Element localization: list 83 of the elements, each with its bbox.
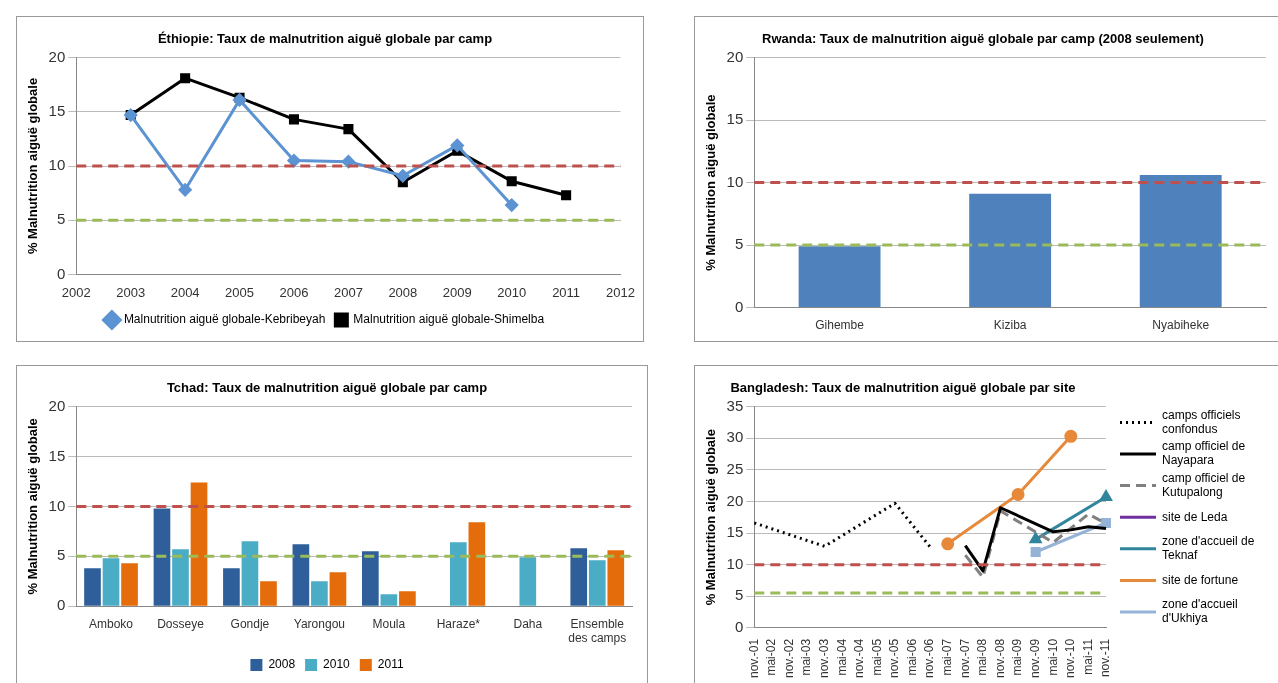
x-tick-label: nov.-07 xyxy=(957,638,972,679)
chart-title: Éthiopie: Taux de malnutrition aiguë globale par camp xyxy=(157,31,493,47)
x-tick-label: mai-07 xyxy=(940,638,955,676)
x-tick-label: mai-04 xyxy=(834,638,849,676)
x-tick-label: Dosseye xyxy=(157,616,205,631)
x-tick-label: 2007 xyxy=(333,284,363,300)
chart-title: Rwanda: Taux de malnutrition aiguë globale par camp (2008 seulement) xyxy=(762,31,1204,47)
x-tick-label: 2008 xyxy=(388,284,418,300)
x-tick-label: Nyabiheke xyxy=(1152,318,1210,333)
y-tick-label: 10 xyxy=(726,554,744,572)
y-axis-title: % Malnutrition aiguë globale xyxy=(703,429,719,606)
x-tick-label: 2003 xyxy=(116,284,146,300)
x-tick-label: Ensemble des camps xyxy=(568,616,627,646)
x-tick-label: 2006 xyxy=(279,284,309,300)
x-tick-label: nov.-06 xyxy=(922,638,937,679)
x-tick-label: mai-03 xyxy=(799,638,814,676)
y-tick-label: 20 xyxy=(726,491,744,509)
y-axis-title: % Malnutrition aiguë globale xyxy=(25,418,41,595)
legend-label: zone d'accueil de Teknaf xyxy=(1162,534,1255,563)
x-tick-label: Gihembe xyxy=(815,318,865,333)
y-tick-label: 35 xyxy=(726,396,744,414)
x-tick-label: nov.-10 xyxy=(1063,638,1078,679)
x-tick-label: nov.-09 xyxy=(1027,638,1042,679)
y-tick-label: 10 xyxy=(48,156,66,174)
y-tick-label: 0 xyxy=(734,618,744,636)
y-tick-label: 0 xyxy=(56,596,66,614)
x-tick-label: nov.-01 xyxy=(746,638,761,679)
legend-label: camp officiel de Kutupalong xyxy=(1162,470,1246,499)
x-tick-label: mai-06 xyxy=(904,638,919,676)
y-axis-title: % Malnutrition aiguë globale xyxy=(25,77,41,255)
y-tick-label: 20 xyxy=(48,47,66,65)
x-tick-label: 2011 xyxy=(552,284,581,300)
y-tick-label: 10 xyxy=(726,172,744,190)
x-tick-label: Kiziba xyxy=(993,318,1027,333)
x-tick-label: nov.-02 xyxy=(781,638,796,679)
x-tick-label: mai-10 xyxy=(1045,638,1060,676)
y-tick-label: 0 xyxy=(734,297,744,315)
x-tick-label: nov.-08 xyxy=(992,638,1007,679)
x-tick-label: 2009 xyxy=(442,284,472,300)
y-tick-label: 20 xyxy=(726,47,744,65)
legend-label: site de fortune xyxy=(1162,572,1239,587)
legend-label: camps officiels confondus xyxy=(1162,407,1241,436)
legend-label: site de Leda xyxy=(1162,509,1228,524)
chart-title: Bangladesh: Taux de malnutrition aiguë globale par site xyxy=(730,380,1076,396)
y-tick-label: 15 xyxy=(726,110,744,128)
x-tick-label: mai-11 xyxy=(1080,638,1095,675)
x-tick-label: 2004 xyxy=(170,284,200,300)
x-tick-label: mai-09 xyxy=(1010,638,1025,676)
y-tick-label: 25 xyxy=(726,459,744,477)
y-axis-title: % Malnutrition aiguë globale xyxy=(703,94,719,271)
x-tick-label: nov.-03 xyxy=(816,638,831,679)
x-tick-label: Yarongou xyxy=(293,616,345,631)
x-tick-label: Haraze* xyxy=(436,616,481,631)
y-tick-label: 0 xyxy=(56,264,66,282)
x-tick-label: 2010 xyxy=(497,284,527,300)
chart-title: Tchad: Taux de malnutrition aiguë globale par camp xyxy=(166,380,488,396)
y-tick-label: 20 xyxy=(48,396,66,414)
x-tick-label: mai-08 xyxy=(975,638,990,676)
x-tick-label: mai-02 xyxy=(764,638,779,676)
y-tick-label: 15 xyxy=(48,446,66,464)
x-tick-label: 2012 xyxy=(606,284,635,300)
x-tick-label: 2005 xyxy=(225,284,255,300)
y-tick-label: 5 xyxy=(734,586,744,604)
legend-label: zone d'accueil d'Ukhiya xyxy=(1162,597,1238,626)
legend-label: Malnutrition aiguë globale-Kebribeyah xyxy=(123,312,326,327)
y-tick-label: 15 xyxy=(726,523,744,541)
y-tick-label: 10 xyxy=(48,496,66,514)
x-tick-label: Amboko xyxy=(89,616,134,631)
x-tick-label: nov.-04 xyxy=(852,638,867,679)
x-tick-label: Gondje xyxy=(230,616,270,631)
y-tick-label: 5 xyxy=(56,210,66,228)
x-tick-label: 2002 xyxy=(61,284,91,300)
x-tick-label: Moula xyxy=(372,616,406,631)
y-tick-label: 5 xyxy=(56,546,66,564)
x-tick-label: nov.-11 xyxy=(1098,638,1113,678)
y-tick-label: 15 xyxy=(48,101,66,119)
x-tick-label: nov.-05 xyxy=(887,638,902,679)
x-tick-label: mai-05 xyxy=(869,638,884,676)
y-tick-label: 5 xyxy=(734,235,744,253)
legend-label: camp officiel de Nayapara xyxy=(1162,439,1246,468)
x-tick-label: Daha xyxy=(513,616,543,631)
legend-label: Malnutrition aiguë globale-Shimelba xyxy=(353,312,545,327)
y-tick-label: 30 xyxy=(726,428,744,446)
